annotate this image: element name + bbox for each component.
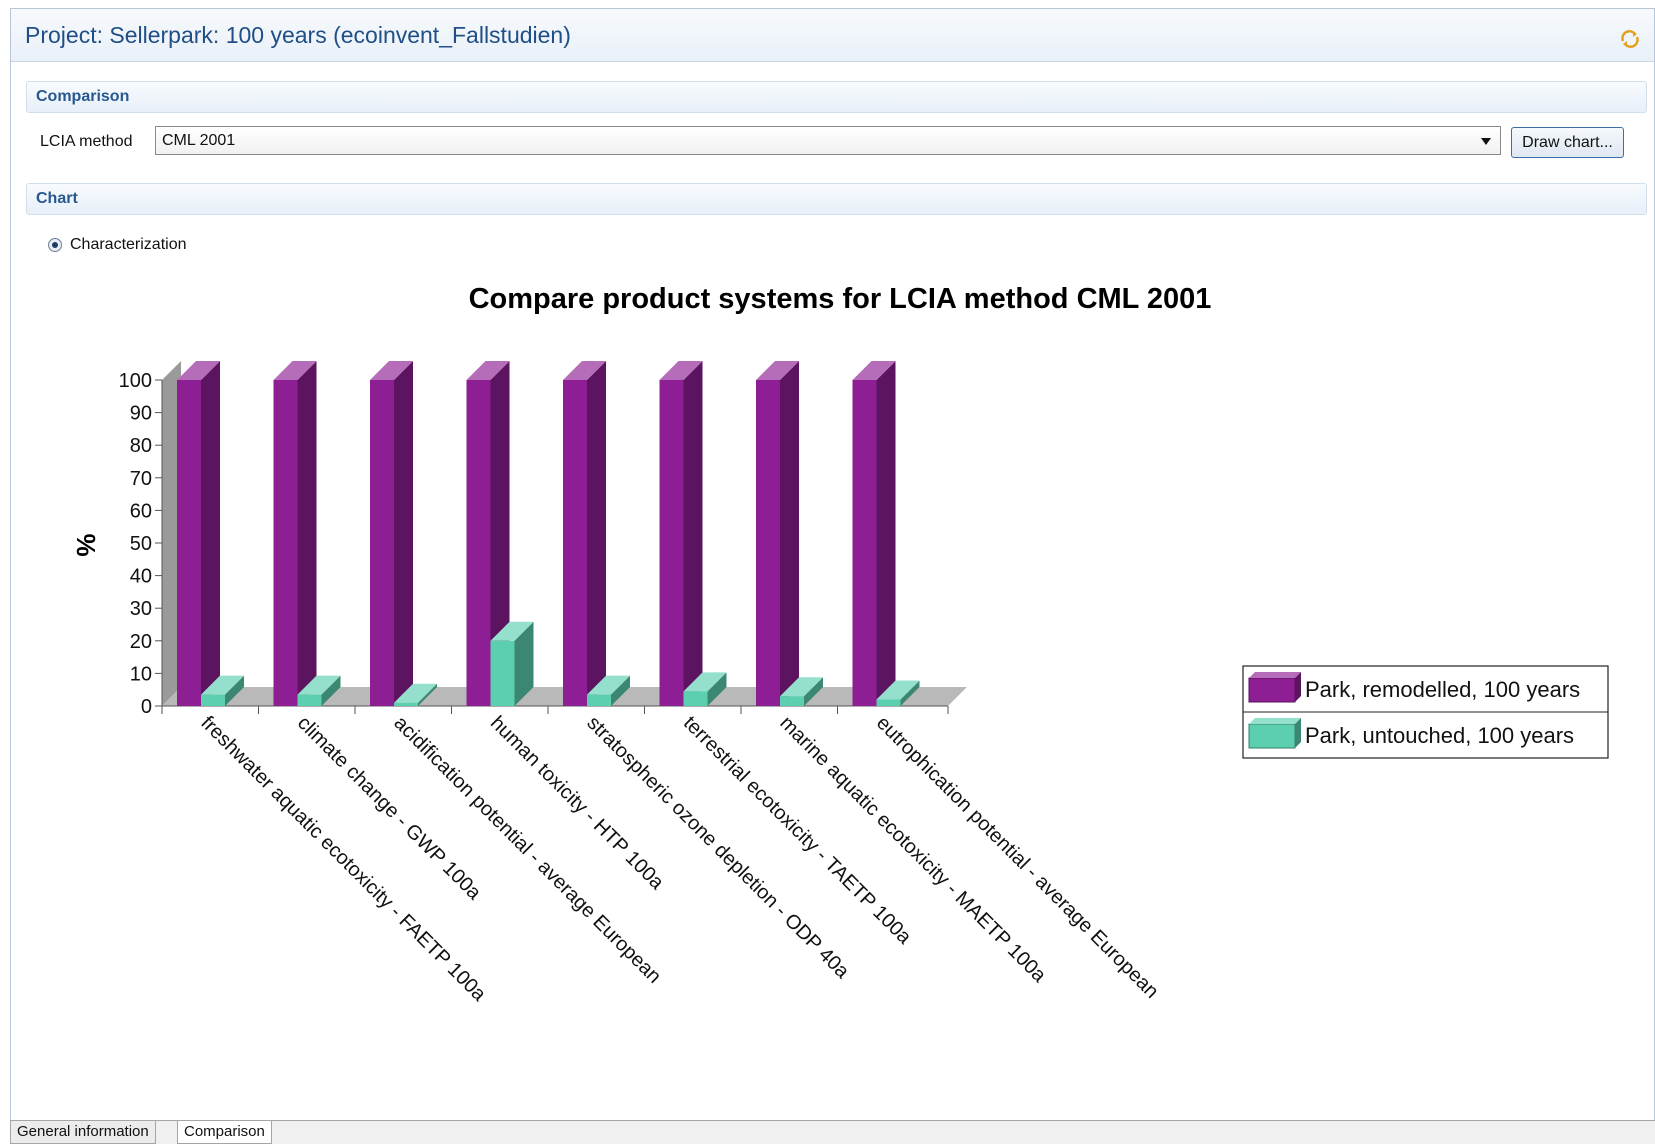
bar [177,361,220,706]
characterization-radio-label: Characterization [70,236,187,253]
y-tick-label: 80 [130,435,152,457]
lcia-method-value: CML 2001 [162,132,236,149]
x-tick-label: climate change - GWP 100a [293,712,486,905]
refresh-icon[interactable] [1618,27,1642,51]
comparison-section-header[interactable]: Comparison [26,81,1647,113]
bar [876,680,920,706]
legend-swatch [1248,723,1296,749]
tab-general-information[interactable]: General information [10,1121,156,1144]
radio-selected-icon[interactable] [48,238,62,252]
y-tick-label: 90 [130,403,152,425]
y-tick-label: 70 [130,468,152,490]
bar [201,675,244,706]
bar [852,361,896,706]
legend-label: Park, remodelled, 100 years [1305,677,1580,702]
chevron-down-icon[interactable] [1481,138,1491,145]
bar [780,677,823,706]
lcia-method-select[interactable]: CML 2001 [155,126,1501,155]
bar [466,361,510,706]
chart-title: Compare product systems for LCIA method … [468,283,1212,315]
y-tick-label: 10 [130,663,152,685]
lcia-method-label: LCIA method [40,133,133,150]
bar [683,672,727,706]
chart-back-wall [162,361,181,706]
legend-swatch-side [1295,672,1301,702]
legend-swatch-top [1249,672,1301,678]
bar [370,361,413,706]
legend-label: Park, untouched, 100 years [1305,723,1574,748]
comparison-section-title: Comparison [36,88,130,105]
bar [394,683,437,706]
bar [756,361,799,706]
y-tick-label: 0 [141,696,152,718]
chart-section-title: Chart [36,190,78,207]
y-tick-label: 60 [130,500,152,522]
bar [659,361,703,706]
y-tick-label: 20 [130,631,152,653]
y-tick-label: 40 [130,566,152,588]
tab-comparison[interactable]: Comparison [177,1121,272,1144]
editor-title: Project: Sellerpark: 100 years (ecoinven… [25,22,571,48]
bar [273,361,317,706]
bar [490,621,534,706]
chart-section-header[interactable]: Chart [26,183,1647,215]
legend-swatch-top [1249,718,1301,724]
y-tick-label: 100 [119,370,152,392]
bar [563,361,606,706]
draw-chart-button[interactable]: Draw chart... [1511,127,1624,158]
y-tick-label: 50 [130,533,152,555]
bar [297,675,341,706]
editor-header: Project: Sellerpark: 100 years (ecoinven… [11,9,1654,62]
y-axis-label: % [71,533,101,556]
legend-swatch [1248,677,1296,703]
y-tick-label: 30 [130,598,152,620]
bar [587,675,630,706]
legend-swatch-side [1295,718,1301,748]
x-tick-label: human toxicity - HTP 100a [486,712,669,895]
editor-tabbar: General information Comparison [10,1120,1655,1144]
